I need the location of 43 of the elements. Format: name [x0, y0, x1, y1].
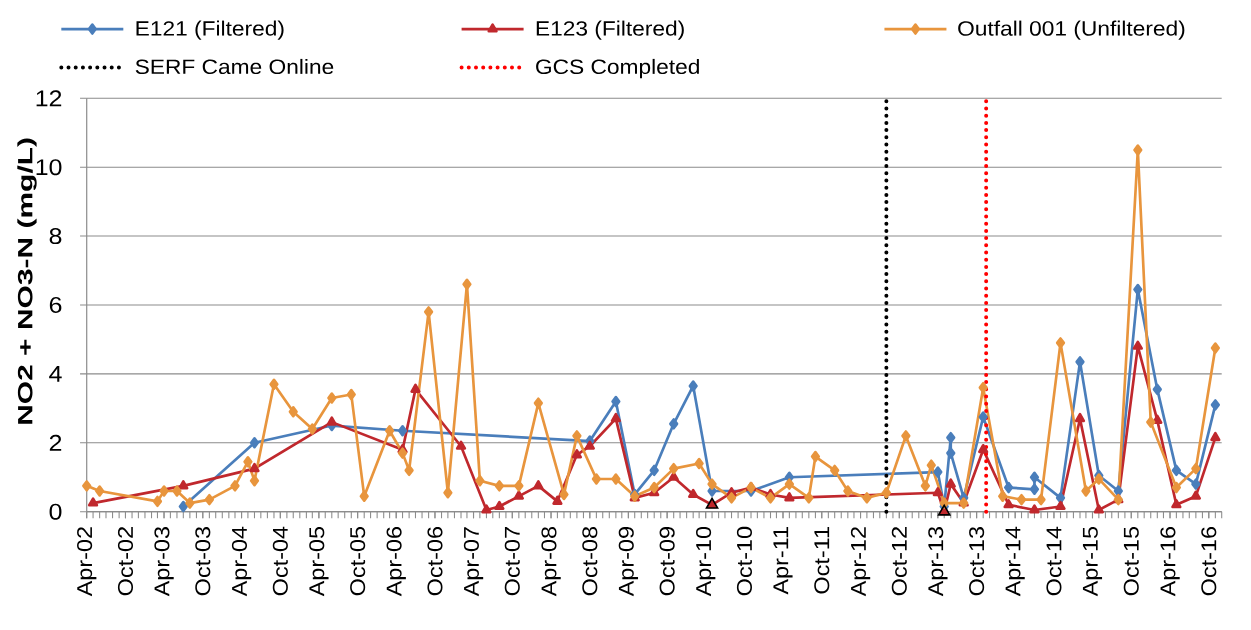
x-tick-label: Apr-07 [463, 527, 484, 597]
x-tick-label: Oct-10 [736, 526, 752, 596]
x-tick-label: Oct-02 [117, 527, 134, 596]
x-tick-label: Oct-14 [1046, 526, 1062, 596]
legend-label: Outfall 001 (Unfiltered) [958, 20, 1185, 40]
x-tick-label: Oct-07 [504, 527, 520, 596]
x-tick-label: Oct-09 [659, 527, 675, 596]
x-tick-label: Apr-06 [386, 526, 406, 597]
x-tick-label: Apr-08 [541, 526, 561, 597]
x-tick-label: Oct-13 [969, 526, 985, 596]
legend-label: SERF Came Online [135, 58, 334, 75]
x-tick-label: Apr-11 [773, 527, 793, 595]
x-tick-label: Apr-10 [696, 526, 716, 597]
y-tick-label: 12 [36, 90, 62, 107]
x-tick-label: Oct-11 [814, 527, 830, 594]
legend-label: GCS Completed [536, 58, 699, 79]
legend-label: E123 (Filtered) [536, 20, 684, 40]
x-tick-label: Oct-06 [427, 526, 443, 596]
x-tick-label: Oct-05 [350, 526, 366, 596]
x-tick-label: Apr-12 [850, 527, 871, 597]
x-tick-label: Apr-15 [1082, 526, 1103, 597]
x-tick-label: Apr-04 [231, 526, 252, 597]
y-axis-title: NO2 + NO3-N (mg/L) [17, 138, 37, 424]
legend-label: E121 (Filtered) [136, 20, 284, 40]
y-tick-label: 4 [49, 366, 62, 382]
x-tick-label: Oct-04 [272, 526, 288, 596]
x-tick-label: Apr-05 [309, 526, 329, 597]
x-tick-label: Oct-08 [582, 526, 598, 596]
x-tick-label: Apr-13 [928, 526, 948, 597]
x-tick-label: Apr-02 [77, 527, 97, 597]
y-tick-label: 2 [49, 434, 62, 451]
x-tick-label: Oct-15 [1123, 526, 1139, 596]
x-tick-label: Oct-16 [1201, 526, 1217, 596]
x-tick-label: Apr-03 [154, 526, 174, 597]
y-tick-label: 10 [36, 159, 62, 176]
y-tick-label: 0 [49, 503, 62, 520]
x-tick-label: Apr-16 [1160, 526, 1180, 597]
x-tick-label: Apr-09 [618, 527, 639, 597]
x-tick-label: Apr-14 [1005, 526, 1025, 597]
y-tick-label: 6 [49, 296, 62, 314]
x-tick-label: Oct-12 [891, 527, 907, 596]
x-tick-label: Oct-03 [195, 526, 211, 596]
y-tick-label: 8 [49, 228, 62, 245]
